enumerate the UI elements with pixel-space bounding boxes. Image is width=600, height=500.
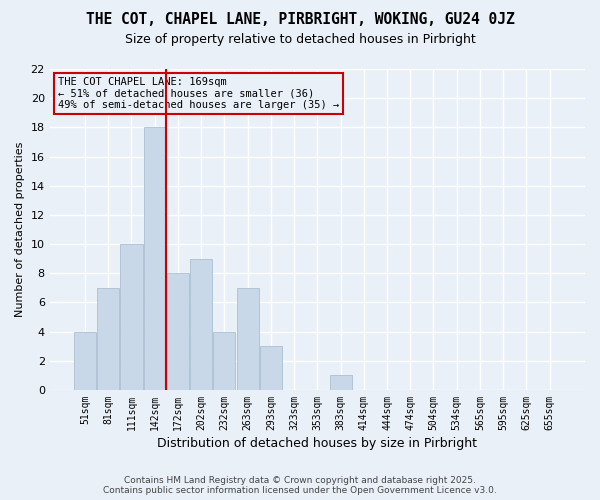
Bar	[236, 288, 259, 390]
Bar	[97, 288, 119, 390]
Bar	[74, 332, 96, 390]
Bar	[143, 128, 166, 390]
X-axis label: Distribution of detached houses by size in Pirbright: Distribution of detached houses by size …	[157, 437, 478, 450]
Bar	[167, 273, 189, 390]
Bar	[260, 346, 282, 390]
Y-axis label: Number of detached properties: Number of detached properties	[15, 142, 25, 317]
Text: THE COT, CHAPEL LANE, PIRBRIGHT, WOKING, GU24 0JZ: THE COT, CHAPEL LANE, PIRBRIGHT, WOKING,…	[86, 12, 514, 28]
Text: Size of property relative to detached houses in Pirbright: Size of property relative to detached ho…	[125, 32, 475, 46]
Bar	[329, 376, 352, 390]
Bar	[214, 332, 235, 390]
Text: THE COT CHAPEL LANE: 169sqm
← 51% of detached houses are smaller (36)
49% of sem: THE COT CHAPEL LANE: 169sqm ← 51% of det…	[58, 77, 339, 110]
Bar	[190, 258, 212, 390]
Bar	[121, 244, 143, 390]
Text: Contains HM Land Registry data © Crown copyright and database right 2025.
Contai: Contains HM Land Registry data © Crown c…	[103, 476, 497, 495]
